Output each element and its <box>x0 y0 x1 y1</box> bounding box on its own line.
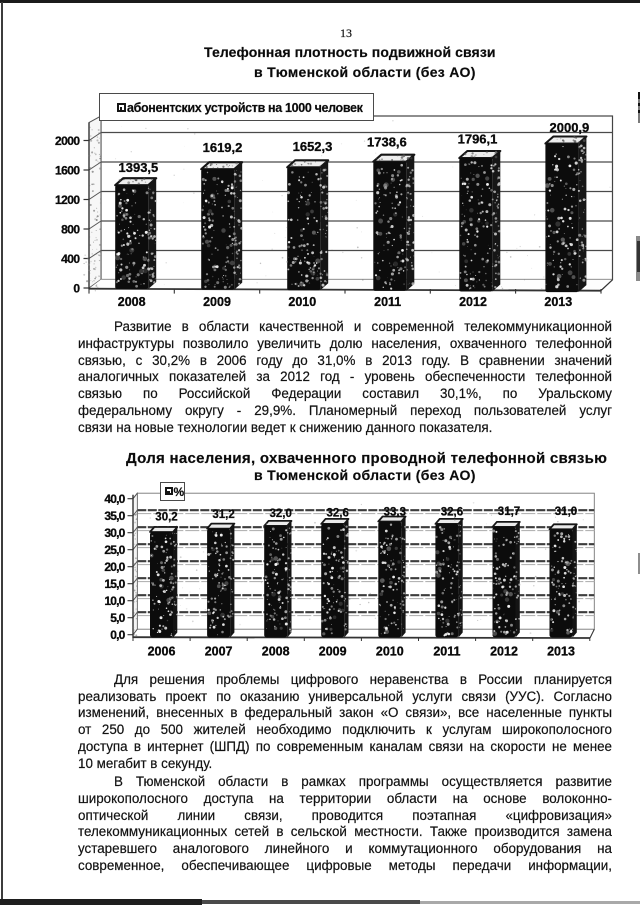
svg-text:2008: 2008 <box>262 645 290 659</box>
svg-text:2007: 2007 <box>205 645 233 659</box>
svg-text:1200: 1200 <box>55 193 80 207</box>
svg-text:0: 0 <box>73 281 80 295</box>
svg-text:1619,2: 1619,2 <box>203 140 243 155</box>
svg-text:2006: 2006 <box>148 645 176 659</box>
svg-text:32,6: 32,6 <box>327 507 349 519</box>
svg-text:31,7: 31,7 <box>498 506 520 518</box>
svg-text:32,6: 32,6 <box>441 506 463 518</box>
svg-text:2011: 2011 <box>433 645 460 659</box>
svg-text:5,0: 5,0 <box>110 611 125 625</box>
svg-text:25,0: 25,0 <box>104 543 125 557</box>
svg-text:2009: 2009 <box>203 295 231 309</box>
svg-text:15,0: 15,0 <box>104 577 125 591</box>
svg-text:2009: 2009 <box>319 645 347 659</box>
svg-text:2013: 2013 <box>547 645 575 659</box>
svg-text:30,2: 30,2 <box>155 512 177 524</box>
svg-text:1652,3: 1652,3 <box>293 139 333 154</box>
svg-text:1738,6: 1738,6 <box>367 135 407 150</box>
svg-text:2010: 2010 <box>288 295 316 309</box>
svg-text:1600: 1600 <box>55 163 80 177</box>
svg-text:32,0: 32,0 <box>270 508 292 520</box>
svg-text:1796,1: 1796,1 <box>458 132 498 147</box>
svg-text:2000: 2000 <box>55 134 80 148</box>
svg-text:2011: 2011 <box>374 295 401 309</box>
svg-text:2010: 2010 <box>376 645 404 659</box>
svg-text:20,0: 20,0 <box>104 560 125 574</box>
svg-text:33,3: 33,3 <box>384 507 406 519</box>
svg-text:2012: 2012 <box>459 295 487 309</box>
svg-text:2008: 2008 <box>118 295 146 309</box>
svg-text:31,2: 31,2 <box>212 509 234 521</box>
svg-text:800: 800 <box>61 222 80 236</box>
svg-text:400: 400 <box>61 252 80 266</box>
svg-text:31,0: 31,0 <box>555 506 577 518</box>
svg-text:2013: 2013 <box>544 295 572 309</box>
svg-text:35,0: 35,0 <box>104 509 125 523</box>
svg-text:1393,5: 1393,5 <box>119 160 159 175</box>
svg-text:30,0: 30,0 <box>104 526 125 540</box>
svg-text:10,0: 10,0 <box>104 594 125 608</box>
svg-text:2012: 2012 <box>490 645 518 659</box>
svg-text:40,0: 40,0 <box>104 492 125 506</box>
svg-text:0,0: 0,0 <box>110 628 125 642</box>
svg-text:2000,9: 2000,9 <box>550 120 590 135</box>
